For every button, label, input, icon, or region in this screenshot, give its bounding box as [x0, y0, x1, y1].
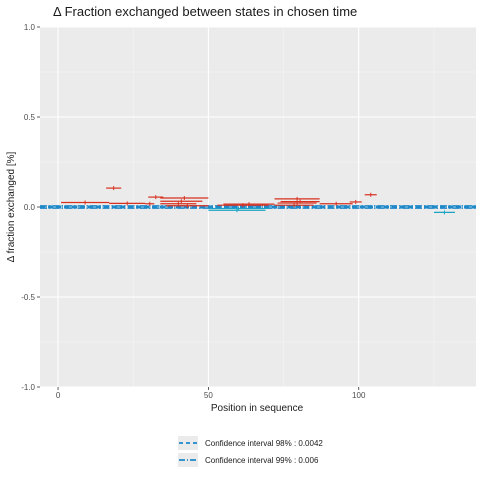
- legend: Confidence interval 98% : 0.0042 Confide…: [178, 436, 323, 467]
- y-tick-label: 0.0: [24, 203, 36, 212]
- legend-label-98: Confidence interval 98% : 0.0042: [205, 439, 323, 448]
- x-tick-label: 50: [204, 391, 213, 400]
- legend-label-99: Confidence interval 99% : 0.006: [205, 456, 319, 465]
- x-tick-label: 100: [352, 391, 366, 400]
- y-tick-label: 0.5: [24, 113, 36, 122]
- y-tick-label: 1.0: [24, 23, 36, 32]
- data-marks: [61, 186, 455, 215]
- confidence-interval-lines: [40, 205, 476, 209]
- y-axis-title: Δ fraction exchanged [%]: [6, 151, 17, 262]
- y-axis-ticks: 1.0 0.5 0.0 -0.5 -1.0: [21, 23, 40, 392]
- y-tick-label: -1.0: [21, 383, 35, 392]
- y-tick-label: -0.5: [21, 293, 35, 302]
- x-axis-title: Position in sequence: [211, 403, 304, 414]
- x-axis-ticks: 0 50 100: [56, 387, 366, 400]
- x-tick-label: 0: [56, 391, 61, 400]
- chart-title: Δ Fraction exchanged between states in c…: [53, 4, 357, 19]
